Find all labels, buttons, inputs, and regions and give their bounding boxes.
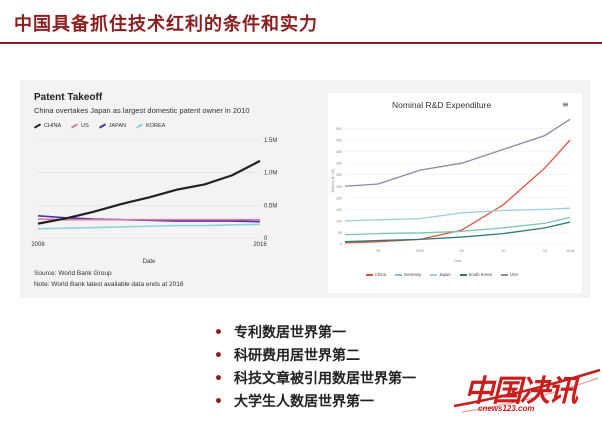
logo-url: cnews123.com: [478, 404, 535, 413]
bullet-item: 科研费用居世界第二: [214, 345, 416, 368]
rd-y-tick: 350: [336, 162, 342, 166]
logo-text: 中国决讯: [464, 374, 578, 409]
rd-legend-item: Japan: [430, 272, 451, 277]
rd-x-tick: 95: [376, 249, 380, 253]
rd-series-line: [344, 221, 571, 243]
rd-y-tick: 250: [336, 185, 342, 189]
legend-swatch: [394, 274, 402, 276]
patent-x-label: Date: [143, 259, 156, 265]
patent-chart-legend: CHINA US JAPAN KOREA: [33, 122, 166, 129]
bullet-item: 科技文章被引用数居世界第一: [214, 368, 416, 391]
patent-y-tick: 0.5M: [264, 203, 277, 209]
hamburger-menu-icon[interactable]: ≡: [562, 100, 569, 109]
legend-label: Germany: [403, 272, 422, 277]
bullet-item: 大学生人数居世界第一: [214, 391, 416, 414]
rd-y-tick: 100: [336, 219, 342, 223]
rd-series-line: [344, 139, 571, 244]
patent-legend-item: JAPAN: [98, 122, 127, 129]
rd-y-tick: 0: [340, 243, 342, 247]
source-text: Source: World Bank Group: [34, 270, 112, 277]
bullet-list: 专利数居世界第一科研费用居世界第二科技文章被引用数居世界第一大学生人数居世界第一: [214, 322, 416, 414]
legend-label: USA: [509, 272, 519, 277]
rd-series-line: [344, 207, 571, 222]
rd-chart-legend: China Germany Japan South Korea USA: [366, 272, 519, 277]
rd-y-tick: 500: [336, 127, 342, 131]
rd-x-tick: 2018: [566, 249, 574, 253]
rd-chart-title: Nominal R&D Expenditure: [392, 100, 492, 110]
legend-label: China: [375, 272, 386, 277]
patent-series-line: [37, 218, 260, 221]
patent-chart-title: Patent Takeoff: [34, 92, 103, 103]
patent-x-tick: 2008: [31, 242, 45, 248]
rd-y-label: Billions ($, US): [331, 169, 335, 193]
legend-swatch: [459, 274, 467, 276]
legend-label: US: [81, 123, 89, 129]
patent-legend-item: KOREA: [136, 122, 166, 129]
title-divider: [0, 42, 602, 44]
slide-title: 中国具备抓住技术红利的条件和实力: [14, 14, 318, 35]
legend-label: South Korea: [468, 272, 492, 277]
rd-y-tick: 300: [336, 173, 342, 177]
legend-swatch: [500, 274, 508, 276]
legend-label: JAPAN: [108, 123, 127, 129]
rd-series-line: [344, 216, 571, 236]
patent-chart-source: Source: World Bank Group Note: World Ban…: [34, 268, 183, 290]
legend-swatch: [430, 274, 438, 276]
rd-x-tick: 2000: [416, 249, 424, 253]
rd-legend-item: South Korea: [459, 272, 492, 277]
rd-x-tick: 15: [543, 249, 547, 253]
patent-series-line: [37, 223, 261, 230]
rd-y-tick: 450: [336, 139, 342, 143]
legend-label: CHINA: [44, 123, 62, 129]
rd-legend-item: USA: [500, 272, 519, 277]
rd-x-tick: 10: [501, 249, 505, 253]
bullet-item: 专利数居世界第一: [214, 322, 416, 345]
rd-series-line: [344, 118, 571, 187]
rd-legend-item: China: [366, 272, 386, 277]
rd-y-tick: 200: [336, 196, 342, 200]
rd-y-tick: 150: [336, 208, 342, 212]
patent-chart-subtitle: China overtakes Japan as largest domesti…: [34, 106, 250, 115]
rd-x-tick: 05: [460, 249, 464, 253]
patent-x-tick: 2016: [253, 242, 267, 248]
rd-y-tick: 50: [338, 231, 342, 235]
rd-legend-item: Germany: [394, 272, 422, 277]
legend-label: Japan: [439, 272, 451, 277]
rd-x-label: Year: [454, 259, 462, 263]
logo-emblem: [452, 364, 602, 423]
rd-chart-card: [328, 93, 582, 293]
patent-legend-item: CHINA: [33, 122, 62, 129]
patent-y-tick: 0: [264, 236, 268, 242]
rd-y-tick: 400: [336, 150, 342, 154]
note-text: Note: World Bank latest available data e…: [34, 281, 184, 288]
logo-swoosh-icon: [453, 368, 601, 413]
legend-swatch: [366, 274, 373, 276]
patent-y-tick: 1.0M: [264, 171, 277, 177]
patent-legend-item: US: [71, 122, 89, 129]
patent-series-line: [37, 159, 261, 225]
patent-y-tick: 1.5M: [264, 138, 277, 144]
legend-label: KOREA: [146, 123, 166, 129]
